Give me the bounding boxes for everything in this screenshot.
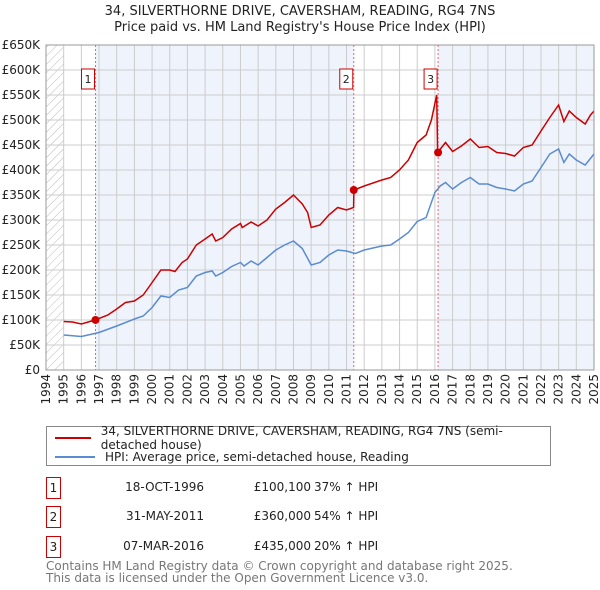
y-tick-label: £500K (2, 113, 42, 127)
legend-item-hpi: HPI: Average price, semi-detached house,… (55, 449, 409, 465)
x-tick-label: 1997 (92, 374, 106, 405)
property-price-line (63, 94, 595, 325)
legend-label: HPI: Average price, semi-detached house,… (105, 450, 409, 464)
y-tick-label: £0 (25, 363, 40, 377)
sale-row-3: 3 07-MAR-2016 £435,000 20% ↑ HPI (46, 536, 446, 558)
price-chart: 1994 1995 1996 1997 1998 1999 2000 2001 2002 2003… (2, 38, 600, 405)
sale-price: £100,100 (253, 480, 311, 494)
x-tick-label: 2000 (145, 374, 159, 405)
x-tick-label: 2019 (481, 374, 495, 405)
legend-label: 34, SILVERTHORNE DRIVE, CAVERSHAM, READI… (100, 424, 503, 452)
y-tick-label: £650K (2, 38, 42, 52)
sale-label: 1 (84, 73, 91, 86)
sale-hpi: 20% ↑ HPI (314, 539, 379, 553)
footer-licence: This data is licensed under the Open Gov… (46, 571, 429, 585)
x-tick-label: 2018 (463, 374, 477, 405)
x-tick-label: 2004 (216, 374, 230, 405)
sale-row-1: 1 18-OCT-1996 £100,100 37% ↑ HPI (46, 477, 446, 499)
legend-swatch-blue (55, 456, 95, 458)
y-tick-label: £150K (2, 288, 42, 302)
sale-label-box (339, 68, 354, 90)
sale-label-box (80, 68, 95, 90)
x-tick-label: 2014 (393, 374, 407, 405)
y-tick-label: £600K (2, 63, 42, 77)
x-tick-label: 2016 (428, 374, 442, 405)
x-tick-label: 1995 (57, 374, 71, 405)
pre-data-hatch (46, 45, 64, 370)
x-tick-label: 2002 (180, 374, 194, 405)
hpi-line (63, 147, 595, 338)
sale-label: 2 (343, 73, 350, 86)
x-tick-label: 1999 (127, 374, 141, 405)
y-tick-label: £450K (2, 138, 42, 152)
x-tick-label: 1994 (39, 374, 53, 405)
sale-label-box (423, 68, 438, 90)
x-tick-label: 2025 (587, 374, 600, 405)
sale-price: £435,000 (253, 539, 311, 553)
x-tick-label: 2017 (446, 374, 460, 405)
sale-hpi: 37% ↑ HPI (314, 480, 379, 494)
x-tick-label: 2006 (251, 374, 265, 405)
legend-swatch-red (55, 437, 91, 439)
ownership-shade (438, 45, 594, 370)
y-tick-label: £200K (2, 263, 42, 277)
x-tick-label: 1998 (110, 374, 124, 405)
footer: Contains HM Land Registry data © Crown c… (46, 560, 513, 584)
x-tick-label: 2013 (375, 374, 389, 405)
y-tick-label: £550K (2, 88, 42, 102)
sale-price: £360,000 (253, 509, 311, 523)
plot-border (45, 44, 595, 371)
sale-date: 07-MAR-2016 (123, 539, 204, 553)
x-tick-label: 2022 (534, 374, 548, 405)
sale-date: 18-OCT-1996 (125, 480, 204, 494)
y-tick-label: £300K (2, 213, 42, 227)
footer-copyright: Contains HM Land Registry data © Crown c… (46, 559, 513, 573)
x-tick-label: 2011 (340, 374, 354, 405)
sale-hpi: 54% ↑ HPI (314, 509, 379, 523)
x-tick-label: 2005 (233, 374, 247, 405)
y-tick-label: £350K (2, 188, 42, 202)
x-tick-label: 2020 (499, 374, 513, 405)
sale-point (434, 148, 443, 157)
x-tick-label: 2024 (569, 374, 583, 405)
x-tick-label: 2023 (552, 374, 566, 405)
x-tick-label: 2015 (410, 374, 424, 405)
sale-date: 31-MAY-2011 (125, 509, 204, 523)
sale-marker: 3 (46, 536, 61, 558)
x-tick-label: 1996 (74, 374, 88, 405)
sale-point (349, 186, 358, 194)
x-tick-label: 2007 (269, 374, 283, 405)
sale-label: 3 (427, 73, 434, 86)
sale-row-2: 2 31-MAY-2011 £360,000 54% ↑ HPI (46, 506, 446, 528)
y-tick-label: £250K (2, 238, 42, 252)
sale-marker: 2 (46, 506, 61, 528)
chart-subtitle: Price paid vs. HM Land Registry's House … (114, 20, 486, 35)
chart-title: 34, SILVERTHORNE DRIVE, CAVERSHAM, READI… (104, 4, 496, 19)
legend: 34, SILVERTHORNE DRIVE, CAVERSHAM, READI… (46, 424, 551, 466)
y-tick-label: £50K (9, 338, 41, 352)
x-tick-label: 2012 (357, 374, 371, 405)
x-tick-label: 2003 (198, 374, 212, 405)
x-tick-label: 2010 (322, 374, 336, 405)
x-tick-label: 2008 (286, 374, 300, 405)
x-tick-label: 2001 (163, 374, 177, 405)
sale-marker: 1 (46, 477, 61, 499)
legend-item-property: 34, SILVERTHORNE DRIVE, CAVERSHAM, READI… (55, 424, 550, 452)
sale-point (91, 315, 100, 324)
y-tick-label: £100K (2, 313, 42, 327)
x-tick-label: 2009 (304, 374, 318, 405)
x-tick-label: 2021 (516, 374, 530, 405)
y-tick-label: £400K (2, 163, 42, 177)
